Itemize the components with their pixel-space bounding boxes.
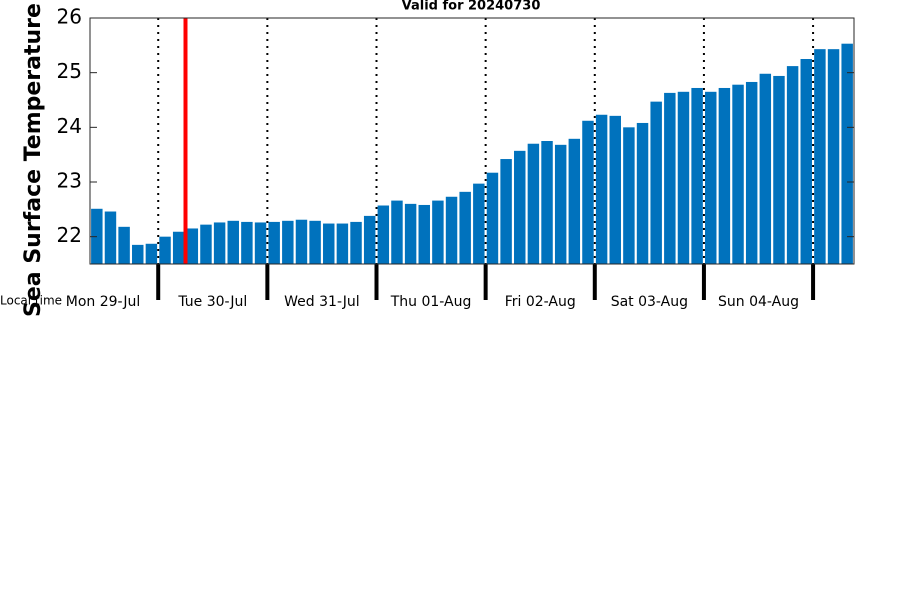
bar	[486, 172, 499, 264]
bar	[241, 221, 253, 264]
day-label: Tue 30-Jul	[177, 294, 247, 310]
bar	[418, 204, 430, 264]
plot-area: Mon 29-Jul Tue 30-Jul Wed 31-Jul Thu 01-Aug…	[57, 5, 855, 310]
bar	[363, 215, 376, 264]
day-label: Fri 02-Aug	[505, 294, 576, 310]
bar	[554, 144, 567, 264]
bar	[827, 49, 840, 264]
day-label: Wed 31-Jul	[284, 294, 360, 310]
day-label: Mon 29-Jul	[66, 294, 141, 310]
y-tick-label: 23	[57, 169, 82, 193]
y-tick-label: 26	[57, 5, 82, 29]
bar	[664, 92, 676, 264]
bar	[350, 221, 362, 264]
bar	[186, 228, 199, 264]
bar	[213, 222, 226, 264]
bar	[786, 66, 799, 265]
bar	[609, 115, 621, 264]
bar	[705, 91, 717, 264]
bar	[636, 122, 649, 265]
bar	[732, 84, 744, 265]
bar	[118, 226, 130, 264]
chart-title: Valid for 20240730	[402, 0, 541, 14]
y-tick-label: 24	[57, 114, 82, 138]
bar	[132, 244, 144, 264]
bar	[527, 143, 540, 264]
x-axis-label: Local time	[0, 294, 62, 308]
bar	[309, 220, 321, 264]
bar	[568, 138, 581, 264]
bar	[541, 141, 553, 264]
y-axis-label: Sea Surface Temperature	[21, 3, 46, 317]
plot-frame	[89, 17, 855, 265]
bar	[773, 75, 785, 265]
bar	[691, 87, 703, 265]
bar	[172, 231, 185, 264]
day-label: Sat 03-Aug	[611, 294, 688, 310]
bar	[336, 223, 349, 264]
bar	[841, 43, 853, 265]
bar	[500, 159, 512, 264]
bar	[377, 205, 390, 264]
bar	[623, 127, 635, 264]
bar	[473, 183, 485, 264]
bar	[227, 220, 239, 264]
bar	[404, 203, 417, 264]
y-tick-label: 25	[57, 59, 82, 83]
bar	[254, 222, 267, 264]
bar	[391, 200, 403, 264]
bar	[432, 200, 444, 264]
bar	[814, 49, 826, 264]
y-tick-label: 22	[57, 223, 82, 247]
bar	[323, 223, 335, 264]
bar	[268, 221, 280, 264]
bar	[759, 73, 772, 264]
bar	[200, 224, 212, 264]
bar	[718, 87, 731, 265]
bar	[800, 59, 812, 264]
day-label: Thu 01-Aug	[390, 294, 472, 310]
bar	[445, 196, 458, 264]
bar	[459, 191, 471, 264]
bar	[104, 211, 117, 264]
bar	[745, 81, 758, 265]
day-label: Sun 04-Aug	[718, 294, 799, 310]
bar	[145, 243, 158, 264]
bar	[582, 120, 594, 264]
bar	[295, 219, 308, 264]
bar	[650, 101, 662, 264]
bar	[159, 236, 171, 264]
bar	[514, 150, 526, 264]
bar	[282, 220, 294, 264]
bar	[595, 114, 608, 264]
bar	[677, 91, 690, 264]
